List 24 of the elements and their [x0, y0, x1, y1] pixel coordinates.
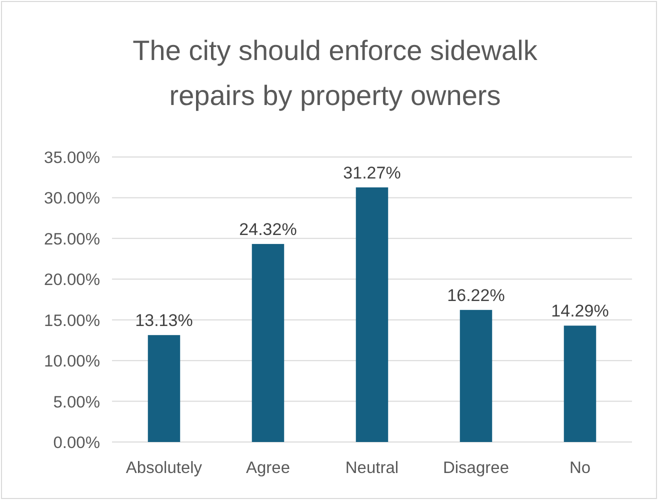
- y-tick-label: 35.00%: [44, 149, 100, 167]
- y-tick-label: 5.00%: [53, 393, 100, 412]
- data-label: 24.32%: [239, 220, 297, 239]
- x-tick-label: Absolutely: [126, 459, 203, 477]
- y-tick-label: 0.00%: [53, 434, 100, 452]
- x-tick-label: Disagree: [442, 459, 510, 477]
- bar: [148, 335, 180, 442]
- bar: [564, 326, 596, 442]
- data-label: 14.29%: [551, 302, 609, 321]
- data-label: 16.22%: [447, 286, 505, 305]
- y-tick-label: 30.00%: [44, 190, 100, 208]
- x-tick-label: Neutral: [345, 459, 399, 477]
- y-tick-label: 20.00%: [44, 271, 100, 290]
- data-label: 31.27%: [343, 163, 401, 182]
- bar: [356, 187, 388, 442]
- bar: [252, 244, 284, 442]
- x-tick-label: No: [569, 459, 591, 477]
- y-tick-label: 10.00%: [44, 352, 100, 371]
- y-tick-label: 15.00%: [44, 312, 100, 330]
- x-tick-label: Agree: [246, 459, 290, 477]
- y-tick-label: 25.00%: [44, 230, 100, 248]
- data-label: 13.13%: [135, 311, 193, 330]
- bar: [460, 310, 492, 442]
- chart-title: The city should enforce sidewalk repairs by property owners: [132, 35, 538, 111]
